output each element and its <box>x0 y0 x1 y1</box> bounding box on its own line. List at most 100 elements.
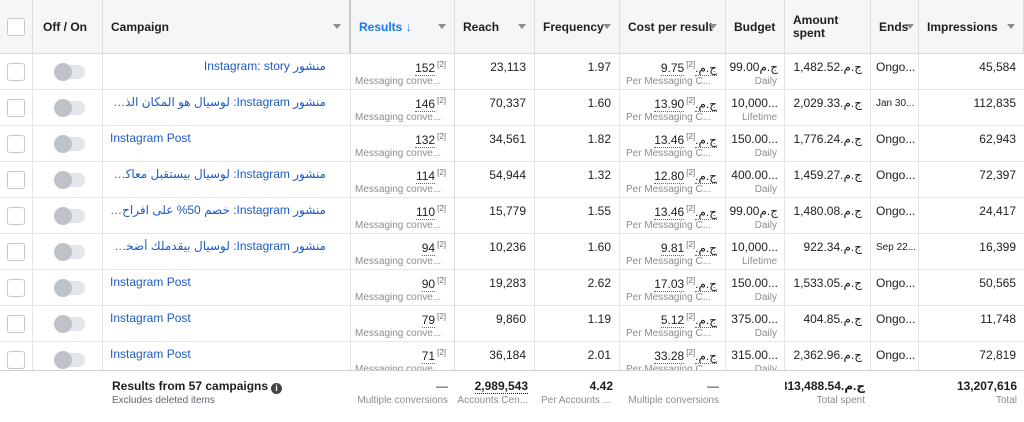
reach-cell: 15,779 <box>455 198 535 233</box>
row-checkbox[interactable] <box>7 135 25 153</box>
table-row[interactable]: Instagram Post 132 [2] Messaging conve... 34… <box>0 126 1024 162</box>
results-value[interactable]: 71 [2] <box>421 348 446 364</box>
row-checkbox[interactable] <box>7 63 25 81</box>
campaign-name-link[interactable]: Instagram Post <box>110 347 191 361</box>
frequency-value: 2.62 <box>587 276 611 290</box>
table-row[interactable]: منشور Instagram: story 152 [2] Messaging co… <box>0 54 1024 90</box>
campaign-name-link[interactable]: Instagram Post <box>110 311 191 325</box>
campaign-toggle[interactable] <box>54 63 85 81</box>
table-row[interactable]: منشور Instagram: لوسيال بيقدملك أضخم الع… <box>0 234 1024 270</box>
cpr-value[interactable]: 13.90ج.م.‏[2] <box>654 96 717 112</box>
header-impressions[interactable]: Impressions <box>919 0 1024 53</box>
ends-value: Jan 30... <box>876 98 915 109</box>
results-value[interactable]: 79 [2] <box>421 312 446 328</box>
ends-value: Ongo... <box>876 312 916 326</box>
campaign-toggle[interactable] <box>54 243 85 261</box>
chevron-down-icon[interactable] <box>906 24 914 29</box>
header-reach[interactable]: Reach <box>455 0 535 53</box>
row-toggle-cell <box>33 54 103 89</box>
frequency-cell: 1.55 <box>535 198 620 233</box>
row-checkbox[interactable] <box>7 315 25 333</box>
campaign-toggle[interactable] <box>54 279 85 297</box>
footer-title: Results from 57 campaigns i <box>112 379 283 394</box>
cpr-value[interactable]: 5.12ج.م.‏[2] <box>660 312 717 328</box>
info-icon[interactable]: i <box>271 383 283 394</box>
cpr-value[interactable]: 33.28ج.م.‏[2] <box>654 348 717 364</box>
amount-spent-cell: 1,776.24ج.م.‏ <box>785 126 871 161</box>
reach-value: 36,184 <box>489 348 526 362</box>
table-row[interactable]: Instagram Post 90 [2] Messaging conve... 19,… <box>0 270 1024 306</box>
reach-value: 23,113 <box>490 60 526 74</box>
row-checkbox[interactable] <box>7 207 25 225</box>
campaign-name-link[interactable]: منشور Instagram: لوسيال بيستقبل معاكم ٢٠… <box>110 167 326 181</box>
row-toggle-cell <box>33 162 103 197</box>
chevron-down-icon[interactable] <box>709 24 717 29</box>
cpr-value[interactable]: 13.46ج.م.‏[2] <box>654 132 717 148</box>
row-checkbox[interactable] <box>7 99 25 117</box>
campaign-toggle[interactable] <box>54 351 85 369</box>
campaign-header-label: Campaign <box>111 20 170 34</box>
header-results[interactable]: Results ↓ <box>351 0 455 53</box>
header-ends[interactable]: Ends <box>871 0 919 53</box>
results-value[interactable]: 146 [2] <box>415 96 446 112</box>
campaign-toggle[interactable] <box>54 171 85 189</box>
header-budget[interactable]: Budget <box>726 0 785 53</box>
results-cell: 132 [2] Messaging conve... <box>351 126 455 161</box>
toggle-knob <box>54 243 72 261</box>
impressions-value: 11,748 <box>980 312 1016 326</box>
row-checkbox[interactable] <box>7 279 25 297</box>
select-all-checkbox[interactable] <box>7 18 25 36</box>
row-checkbox-cell <box>0 54 33 89</box>
cpr-value[interactable]: 13.46ج.م.‏[2] <box>654 204 717 220</box>
campaign-toggle[interactable] <box>54 207 85 225</box>
table-row[interactable]: Instagram Post 79 [2] Messaging conve... 9,8… <box>0 306 1024 342</box>
impressions-value: 45,584 <box>979 60 1016 74</box>
header-off-on[interactable]: Off / On <box>33 0 103 53</box>
chevron-down-icon[interactable] <box>1007 24 1015 29</box>
campaign-name-link[interactable]: منشور Instagram: لوسيال هو المكان الذي ي… <box>110 95 326 109</box>
impressions-cell: 72,819 <box>919 342 1024 377</box>
table-row[interactable]: منشور Instagram: خصم 50% على افراح الفتر… <box>0 198 1024 234</box>
row-checkbox[interactable] <box>7 351 25 369</box>
results-value[interactable]: 114 [2] <box>415 168 446 184</box>
header-campaign[interactable]: Campaign <box>103 0 351 53</box>
budget-value: 400.00... <box>731 168 778 182</box>
table-row[interactable]: منشور Instagram: لوسيال هو المكان الذي ي… <box>0 90 1024 126</box>
results-value[interactable]: 90 [2] <box>421 276 446 292</box>
campaign-toggle[interactable] <box>54 99 85 117</box>
ends-cell: Ongo... <box>871 198 919 233</box>
cost-per-result-cell: 12.80ج.م.‏[2] Per Messaging C... <box>620 162 726 197</box>
header-cost-per-result[interactable]: Cost per result <box>620 0 726 53</box>
results-value[interactable]: 152 [2] <box>415 60 446 76</box>
footer-reach-value: 2,989,543 <box>474 379 528 394</box>
results-value[interactable]: 94 [2] <box>421 240 446 256</box>
row-checkbox[interactable] <box>7 171 25 189</box>
results-value[interactable]: 132 [2] <box>415 132 446 148</box>
table-row[interactable]: منشور Instagram: لوسيال بيستقبل معاكم ٢٠… <box>0 162 1024 198</box>
campaign-name-link[interactable]: منشور Instagram: story <box>203 59 326 73</box>
frequency-cell: 2.62 <box>535 270 620 305</box>
cpr-value[interactable]: 12.80ج.م.‏[2] <box>654 168 717 184</box>
row-checkbox[interactable] <box>7 243 25 261</box>
campaign-name-link[interactable]: Instagram Post <box>110 131 191 145</box>
cpr-caption: Per Messaging C... <box>626 292 712 303</box>
cpr-value[interactable]: 9.81ج.م.‏[2] <box>660 240 717 256</box>
budget-cell: 150.00... Daily <box>726 270 785 305</box>
cpr-value[interactable]: 9.75ج.م.‏[2] <box>660 60 717 76</box>
header-frequency[interactable]: Frequency <box>535 0 620 53</box>
row-checkbox-cell <box>0 162 33 197</box>
budget-cell: 99.00ج.م Daily <box>726 54 785 89</box>
campaign-name-link[interactable]: Instagram Post <box>110 275 191 289</box>
chevron-down-icon[interactable] <box>518 24 526 29</box>
campaign-name-link[interactable]: منشور Instagram: خصم 50% على افراح الفتر… <box>110 203 326 217</box>
row-checkbox-cell <box>0 198 33 233</box>
campaign-toggle[interactable] <box>54 135 85 153</box>
chevron-down-icon[interactable] <box>603 24 611 29</box>
chevron-down-icon[interactable] <box>438 24 446 29</box>
results-value[interactable]: 110 [2] <box>415 204 446 220</box>
cpr-value[interactable]: 17.03ج.م.‏[2] <box>654 276 717 292</box>
campaign-name-link[interactable]: منشور Instagram: لوسيال بيقدملك أضخم الع… <box>110 239 326 253</box>
header-amount-spent[interactable]: Amount spent <box>785 0 871 53</box>
chevron-down-icon[interactable] <box>333 24 341 29</box>
campaign-toggle[interactable] <box>54 315 85 333</box>
